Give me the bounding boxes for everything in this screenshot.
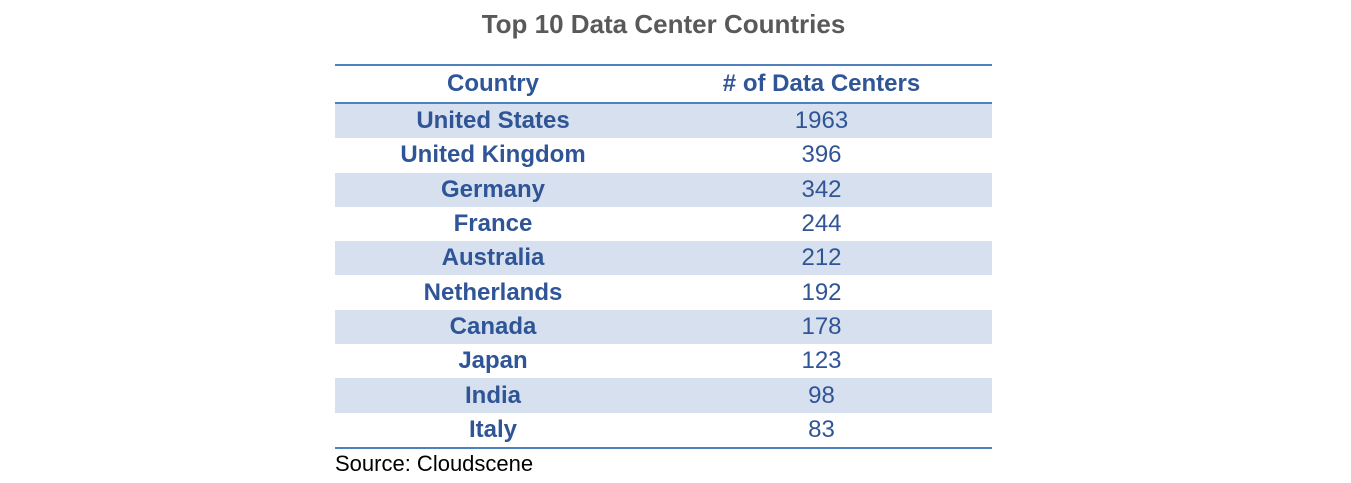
data-center-count-cell: 83: [808, 415, 835, 443]
table-title: Top 10 Data Center Countries: [481, 9, 846, 39]
source-note: Source: Cloudscene: [335, 451, 534, 476]
top-rule: [335, 64, 992, 66]
country-cell: Germany: [440, 175, 546, 203]
country-cell: United States: [416, 107, 570, 135]
table-row: Germany 342: [335, 172, 992, 207]
data-center-count-cell: 244: [801, 210, 842, 238]
data-center-count-cell: 98: [808, 381, 835, 409]
data-center-count-cell: 212: [801, 244, 842, 272]
header-country: Country: [447, 70, 539, 97]
data-center-count-cell: 178: [801, 312, 842, 340]
header-data-centers: # of Data Centers: [722, 70, 921, 97]
country-cell: Canada: [449, 312, 537, 340]
table-row: India 98: [335, 378, 992, 413]
table-row: United States 1963: [335, 104, 992, 139]
data-center-count-cell: 123: [801, 347, 842, 375]
bottom-rule: [335, 446, 992, 449]
country-cell: Italy: [468, 415, 518, 443]
table-row: Japan 123: [335, 344, 992, 378]
table-row: Australia 212: [335, 241, 992, 276]
country-cell: France: [453, 210, 533, 238]
country-cell: Japan: [458, 347, 528, 375]
data-center-count-cell: 192: [801, 278, 842, 306]
data-center-count-cell: 1963: [794, 107, 849, 135]
table-row: Canada 178: [335, 309, 992, 345]
data-table: Country # of Data Centers United States 1…: [335, 64, 992, 449]
country-cell: India: [464, 381, 521, 409]
data-center-count-cell: 342: [801, 175, 842, 203]
header-row: Country # of Data Centers: [335, 66, 992, 102]
table-body: United States 1963 United Kingdom 396 German…: [335, 104, 992, 447]
table-row: Netherlands 192: [335, 275, 992, 309]
table-row: Italy 83: [335, 413, 992, 447]
data-center-count-cell: 396: [801, 141, 842, 169]
table-row: France 244: [335, 207, 992, 241]
header-rule: [335, 102, 992, 104]
country-cell: United Kingdom: [400, 141, 586, 169]
country-cell: Australia: [441, 244, 545, 272]
country-cell: Netherlands: [423, 278, 563, 306]
table-row: United Kingdom 396: [335, 138, 992, 172]
